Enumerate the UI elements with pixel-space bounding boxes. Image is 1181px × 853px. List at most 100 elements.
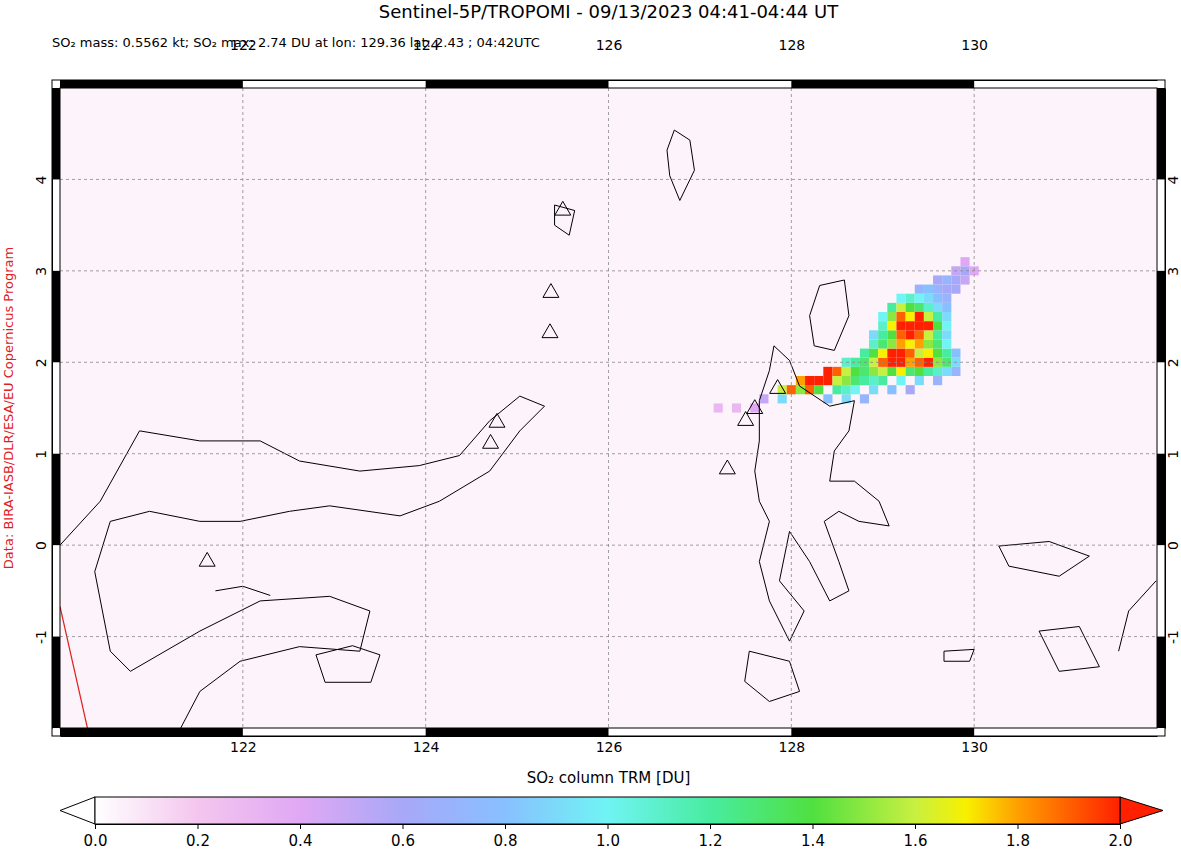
tick: 130 <box>961 37 988 80</box>
colorbar-extend-low <box>60 797 95 824</box>
y-axis-right: -101234 <box>1165 89 1181 729</box>
so2-cell <box>915 376 924 385</box>
tick-mark <box>300 824 301 829</box>
frame-bar <box>60 80 243 88</box>
tick-label: 1.4 <box>801 832 825 850</box>
so2-cell <box>851 367 860 376</box>
tick-label: 2.0 <box>1109 832 1133 850</box>
so2-cell <box>842 385 851 394</box>
so2-cell <box>960 275 969 284</box>
so2-cell <box>960 257 969 266</box>
so2-cell <box>832 367 841 376</box>
tick-mark <box>710 824 711 829</box>
tick: 0.0 <box>84 824 108 850</box>
so2-cell <box>878 367 887 376</box>
so2-cell <box>933 376 942 385</box>
so2-cell <box>869 376 878 385</box>
so2-cell <box>851 385 860 394</box>
so2-cell <box>906 330 915 339</box>
volcano <box>738 412 754 426</box>
tick-label: 122 <box>230 739 257 755</box>
so2-cell <box>814 376 823 385</box>
coastline <box>999 541 1090 576</box>
so2-cell <box>915 330 924 339</box>
so2-cell <box>823 367 832 376</box>
so2-cell <box>951 285 960 294</box>
so2-cell <box>942 349 951 358</box>
grid-line <box>608 88 609 728</box>
tick: 0.8 <box>494 824 518 850</box>
tick: 0 <box>33 541 52 550</box>
tick-label: 0.8 <box>494 832 518 850</box>
so2-cell <box>732 403 741 412</box>
volcano <box>770 380 786 394</box>
frame-bar <box>1157 88 1165 179</box>
so2-cell <box>887 385 896 394</box>
so2-cell <box>933 367 942 376</box>
y-axis-left: -101234 <box>33 89 53 729</box>
so2-cell <box>896 321 905 330</box>
so2-cell <box>906 294 915 303</box>
so2-cell <box>924 367 933 376</box>
coastlines <box>60 130 1156 728</box>
so2-cell <box>942 294 951 303</box>
so2-cell <box>887 321 896 330</box>
so2-cell <box>942 285 951 294</box>
so2-cell <box>842 376 851 385</box>
frame-bar <box>1157 271 1165 362</box>
axis-line <box>61 80 1158 81</box>
coastline <box>1119 581 1156 651</box>
volcano <box>483 434 499 448</box>
grid-line <box>791 88 792 728</box>
so2-cell <box>887 349 896 358</box>
tick-mark <box>1018 824 1019 829</box>
so2-cell <box>887 339 896 348</box>
so2-cell <box>832 385 841 394</box>
colorbar <box>60 797 1163 824</box>
tick: 0.2 <box>186 824 210 850</box>
frame-bar <box>1157 454 1165 545</box>
tick-mark <box>95 824 96 829</box>
so2-cell <box>924 303 933 312</box>
tick: 1 <box>1165 450 1181 459</box>
coastline <box>60 396 545 728</box>
frame-bar <box>1157 637 1165 728</box>
so2-cell <box>933 275 942 284</box>
so2-cell <box>933 294 942 303</box>
tick: 0 <box>1165 541 1181 550</box>
coastline <box>1039 627 1099 672</box>
grid-line <box>60 270 1157 271</box>
so2-cell <box>878 339 887 348</box>
so2-cell <box>933 312 942 321</box>
tick-label: 130 <box>961 37 988 53</box>
so2-cell <box>915 294 924 303</box>
volcano <box>543 284 559 298</box>
so2-cell <box>878 321 887 330</box>
colorbar-gradient <box>95 797 1120 824</box>
tick: 1 <box>33 450 52 459</box>
tick-mark <box>915 824 916 829</box>
tick: 126 <box>596 37 623 80</box>
tick: 4 <box>1165 175 1181 184</box>
so2-cell <box>906 321 915 330</box>
so2-cell <box>869 367 878 376</box>
so2-cell <box>906 367 915 376</box>
so2-cell <box>915 349 924 358</box>
tick: 3 <box>1165 267 1181 276</box>
tick-mark <box>505 824 506 829</box>
grid-line <box>60 636 1157 637</box>
so2-cell <box>915 303 924 312</box>
axis-line <box>61 736 1158 737</box>
coastline <box>944 649 974 661</box>
tick-label: 1.2 <box>699 832 723 850</box>
so2-cell <box>924 339 933 348</box>
so2-cell <box>823 376 832 385</box>
so2-cell <box>814 385 823 394</box>
plot-area <box>60 130 1156 728</box>
frame-bar <box>791 728 974 736</box>
so2-cell <box>860 394 869 403</box>
tick-label: 1.0 <box>596 832 620 850</box>
so2-cell <box>951 275 960 284</box>
frame-bar <box>426 728 609 736</box>
tick: 128 <box>778 736 805 755</box>
